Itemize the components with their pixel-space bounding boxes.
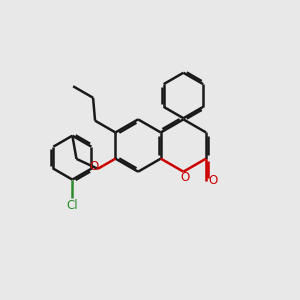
- Text: O: O: [180, 171, 190, 184]
- Text: Cl: Cl: [67, 199, 78, 212]
- Text: O: O: [89, 160, 99, 173]
- Text: O: O: [209, 174, 218, 188]
